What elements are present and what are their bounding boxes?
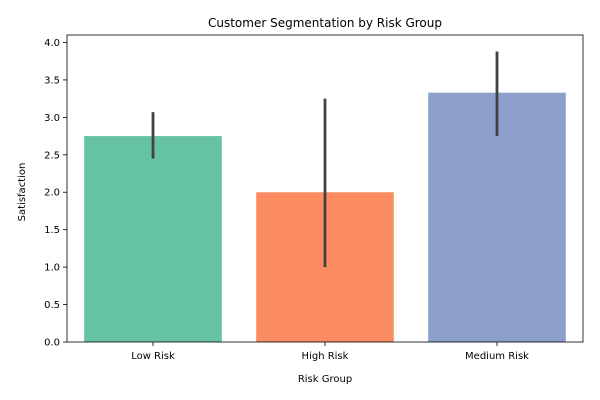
y-axis-label: Satisfaction: [17, 163, 28, 222]
y-tick-label: 4.0: [44, 38, 60, 49]
y-tick-label: 0.5: [44, 300, 60, 311]
x-tick-label: Low Risk: [131, 351, 175, 362]
y-tick-label: 1.0: [44, 263, 60, 274]
y-tick-label: 2.0: [44, 188, 60, 199]
error-bars-layer: [151, 51, 499, 268]
x-tick-label: Medium Risk: [465, 351, 529, 362]
bar-low-risk: [84, 136, 222, 342]
y-axis: 0.0 0.5 1.0 1.5 2.0 2.5 3.0 3.5 4.0: [44, 38, 67, 349]
x-tick-label: High Risk: [302, 351, 349, 362]
y-tick-label: 1.5: [44, 225, 60, 236]
y-tick-label: 3.0: [44, 113, 60, 124]
chart-title: Customer Segmentation by Risk Group: [208, 16, 442, 30]
plot-frame: [66, 34, 584, 343]
y-tick-label: 3.5: [44, 75, 60, 86]
y-tick-label: 2.5: [44, 150, 60, 161]
x-axis: Low Risk High Risk Medium Risk: [131, 342, 529, 362]
x-axis-label: Risk Group: [298, 374, 352, 385]
y-tick-label: 0.0: [44, 338, 60, 349]
